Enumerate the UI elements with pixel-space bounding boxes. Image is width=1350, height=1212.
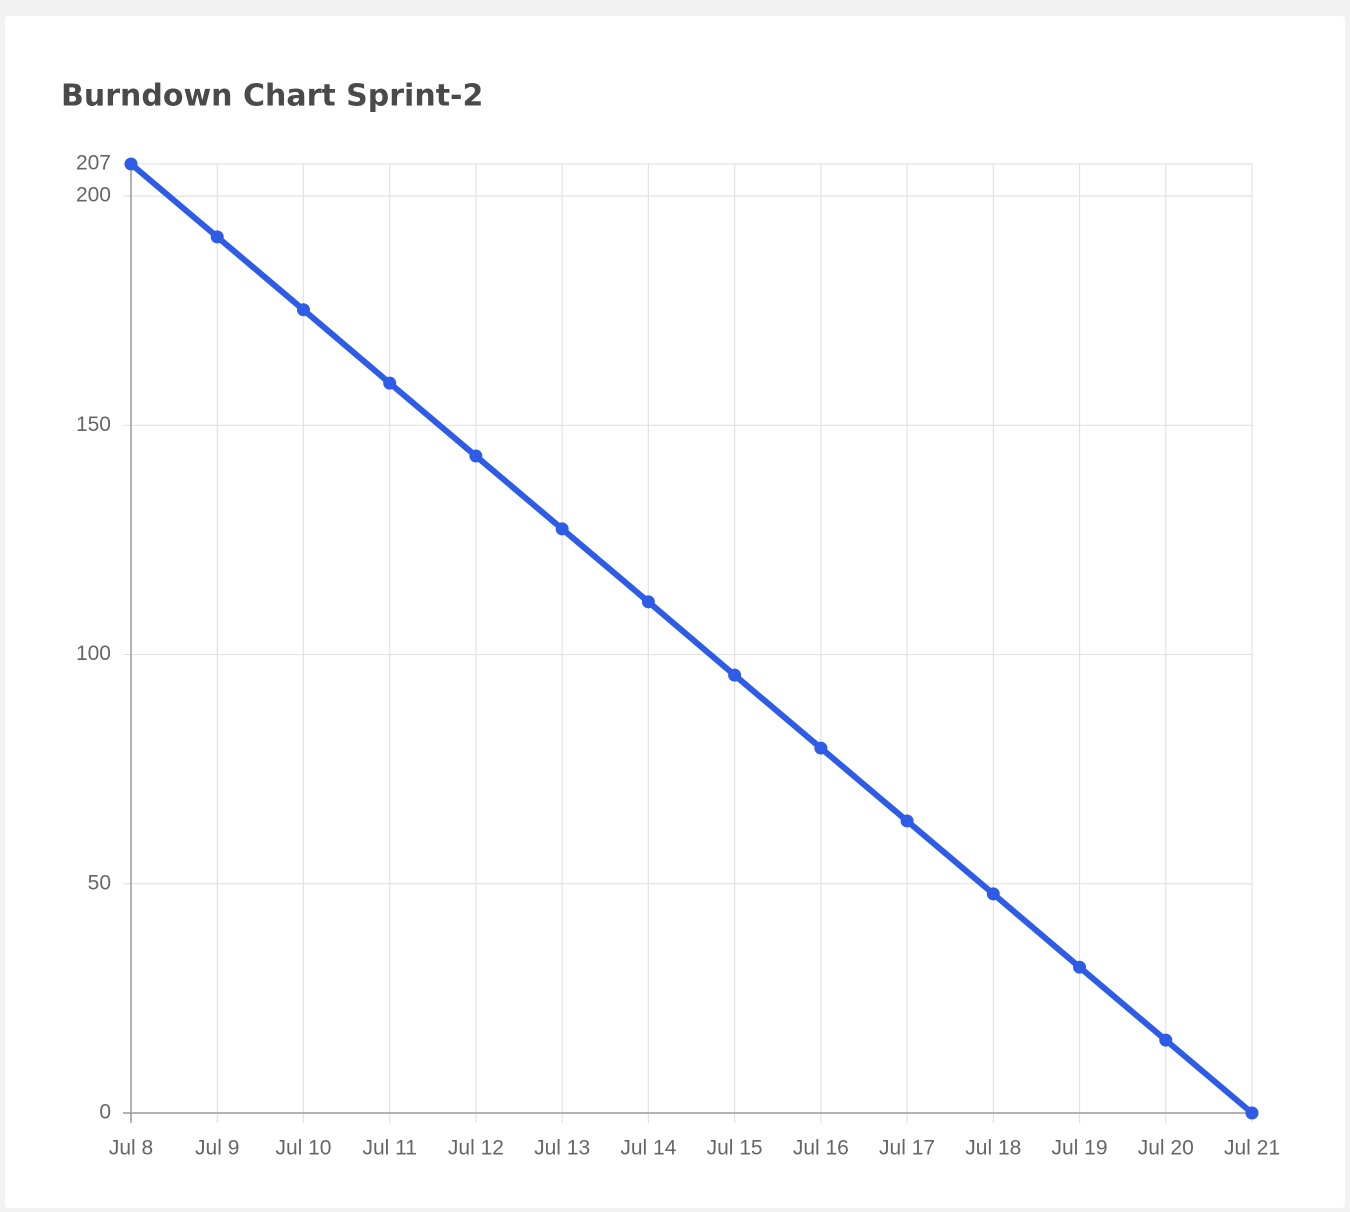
series-line (128, 161, 1255, 1116)
x-tick-labels: Jul 8 Jul 9 Jul 10 Jul 11 Jul 12 Jul 13 Jul 14… (109, 1137, 1280, 1160)
grid-lines (123, 163, 1253, 1123)
y-tick-labels: 0 50 100 150 200 207 (76, 152, 111, 1124)
x-tick-label: Jul 10 (275, 1137, 331, 1160)
data-points (124, 157, 1259, 1120)
data-point[interactable] (641, 595, 655, 609)
x-tick-label: Jul 13 (534, 1137, 590, 1160)
data-point[interactable] (1159, 1033, 1173, 1047)
data-point[interactable] (814, 741, 828, 755)
y-tick-label: 100 (76, 642, 111, 665)
data-point[interactable] (1245, 1106, 1259, 1120)
data-point[interactable] (900, 814, 914, 828)
x-tick-label: Jul 11 (362, 1137, 416, 1160)
x-tick-label: Jul 9 (195, 1137, 239, 1160)
x-tick-label: Jul 20 (1138, 1137, 1194, 1160)
chart-title: Burndown Chart Sprint-2 (61, 78, 484, 114)
data-point[interactable] (296, 303, 310, 317)
chart-card (5, 16, 1345, 1208)
data-point[interactable] (1073, 960, 1087, 974)
x-tick-label: Jul 18 (965, 1137, 1021, 1160)
data-point[interactable] (469, 449, 483, 463)
data-point[interactable] (124, 157, 138, 171)
x-tick-label: Jul 17 (879, 1137, 935, 1160)
y-tick-label: 50 (88, 871, 111, 894)
x-tick-label: Jul 14 (620, 1137, 676, 1160)
axes (123, 164, 1252, 1123)
x-tick-label: Jul 8 (109, 1137, 153, 1160)
data-point[interactable] (555, 522, 569, 536)
data-point[interactable] (210, 230, 224, 244)
y-tick-label: 150 (76, 413, 111, 436)
y-tick-label: 200 (76, 184, 111, 207)
data-point[interactable] (383, 376, 397, 390)
x-tick-label: Jul 12 (448, 1137, 504, 1160)
x-tick-label: Jul 16 (793, 1137, 849, 1160)
x-tick-label: Jul 15 (707, 1137, 763, 1160)
data-point[interactable] (986, 887, 1000, 901)
data-point[interactable] (728, 668, 742, 682)
series-line-group (128, 161, 1255, 1116)
y-tick-label: 207 (76, 152, 111, 175)
x-tick-label: Jul 21 (1224, 1137, 1280, 1160)
y-tick-label: 0 (99, 1101, 111, 1124)
x-tick-label: Jul 19 (1052, 1137, 1108, 1160)
